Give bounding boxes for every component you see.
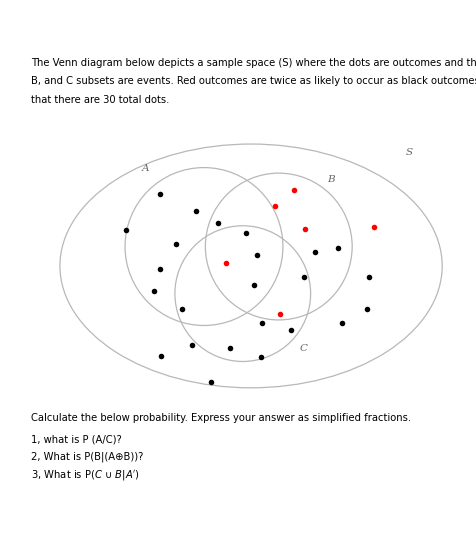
Text: C: C — [299, 344, 307, 353]
Text: 2, What is P(B|(A⊕B))?: 2, What is P(B|(A⊕B))? — [31, 452, 143, 462]
Text: A: A — [142, 164, 149, 173]
Text: S: S — [406, 147, 413, 156]
Text: The Venn diagram below depicts a sample space (S) where the dots are outcomes an: The Venn diagram below depicts a sample … — [31, 58, 476, 68]
Text: 3, What is P($C$ $\cup$ $B|A'$): 3, What is P($C$ $\cup$ $B|A'$) — [31, 468, 140, 482]
Text: 1, what is P (A/C)?: 1, what is P (A/C)? — [31, 435, 122, 445]
Text: B, and C subsets are events. Red outcomes are twice as likely to occur as black : B, and C subsets are events. Red outcome… — [31, 76, 476, 86]
Text: Calculate the below probability. Express your answer as simplified fractions.: Calculate the below probability. Express… — [31, 413, 411, 423]
Text: B: B — [327, 175, 335, 184]
Text: that there are 30 total dots.: that there are 30 total dots. — [31, 95, 169, 105]
